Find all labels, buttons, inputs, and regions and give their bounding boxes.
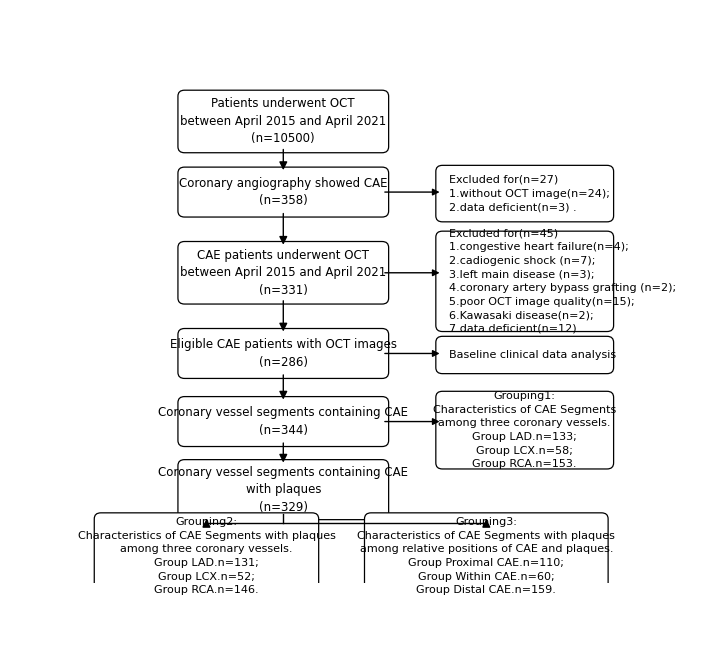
Text: Coronary vessel segments containing CAE
with plaques
(n=329): Coronary vessel segments containing CAE …: [159, 466, 409, 514]
FancyBboxPatch shape: [436, 391, 614, 469]
FancyBboxPatch shape: [365, 513, 608, 599]
FancyBboxPatch shape: [94, 513, 319, 599]
FancyBboxPatch shape: [436, 165, 614, 222]
Text: Excluded for(n=45)
1.congestive heart failure(n=4);
2.cadiogenic shock (n=7);
3.: Excluded for(n=45) 1.congestive heart fa…: [449, 229, 676, 334]
Text: Excluded for(n=27)
1.without OCT image(n=24);
2.data deficient(n=3) .: Excluded for(n=27) 1.without OCT image(n…: [449, 175, 610, 212]
FancyBboxPatch shape: [178, 242, 389, 304]
FancyBboxPatch shape: [436, 336, 614, 373]
Text: CAE patients underwent OCT
between April 2015 and April 2021
(n=331): CAE patients underwent OCT between April…: [180, 249, 387, 297]
Text: Patients underwent OCT
between April 2015 and April 2021
(n=10500): Patients underwent OCT between April 201…: [180, 98, 387, 145]
Text: Coronary vessel segments containing CAE
(n=344): Coronary vessel segments containing CAE …: [159, 406, 409, 437]
Text: Eligible CAE patients with OCT images
(n=286): Eligible CAE patients with OCT images (n…: [170, 338, 396, 369]
Text: Grouping3:
Characteristics of CAE Segments with plaques
among relative positions: Grouping3: Characteristics of CAE Segmen…: [358, 517, 615, 595]
FancyBboxPatch shape: [178, 329, 389, 379]
Text: Grouping1:
Characteristics of CAE Segments
among three coronary vessels.
Group L: Grouping1: Characteristics of CAE Segmen…: [433, 391, 617, 469]
Text: Grouping2:
Characteristics of CAE Segments with plaques
among three coronary ves: Grouping2: Characteristics of CAE Segmen…: [78, 517, 336, 595]
FancyBboxPatch shape: [178, 90, 389, 153]
FancyBboxPatch shape: [178, 460, 389, 519]
FancyBboxPatch shape: [178, 396, 389, 447]
Text: Coronary angiography showed CAE
(n=358): Coronary angiography showed CAE (n=358): [179, 177, 387, 208]
FancyBboxPatch shape: [436, 231, 614, 331]
FancyBboxPatch shape: [178, 167, 389, 217]
Text: Baseline clinical data analysis: Baseline clinical data analysis: [449, 350, 616, 360]
